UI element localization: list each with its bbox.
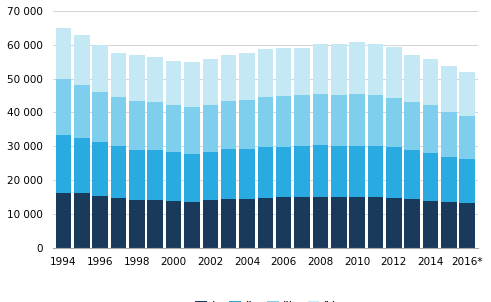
Bar (276, 96, 292, 146)
Bar (331, 44, 347, 95)
Bar (460, 116, 475, 159)
Bar (258, 97, 273, 147)
Bar (441, 66, 457, 112)
Bar (56, 193, 71, 248)
Bar (349, 94, 365, 146)
Bar (404, 55, 420, 102)
Bar (129, 101, 145, 149)
Bar (423, 153, 438, 201)
Bar (294, 146, 310, 197)
Bar (221, 55, 237, 101)
Bar (239, 100, 255, 149)
Bar (294, 197, 310, 248)
Bar (147, 200, 163, 248)
Bar (349, 146, 365, 197)
Bar (386, 147, 402, 198)
Bar (74, 85, 90, 138)
Bar (368, 95, 383, 146)
Bar (74, 138, 90, 193)
Bar (276, 146, 292, 197)
Bar (258, 198, 273, 248)
Bar (92, 92, 108, 143)
Bar (221, 149, 237, 199)
Bar (276, 48, 292, 96)
Bar (221, 199, 237, 248)
Bar (166, 201, 181, 248)
Bar (331, 197, 347, 248)
Bar (349, 197, 365, 248)
Bar (404, 150, 420, 199)
Bar (166, 105, 181, 152)
Bar (386, 47, 402, 98)
Bar (92, 143, 108, 196)
Bar (147, 57, 163, 102)
Bar (423, 201, 438, 248)
Bar (184, 154, 200, 202)
Bar (331, 95, 347, 146)
Bar (202, 59, 218, 104)
Bar (56, 135, 71, 193)
Bar (276, 197, 292, 248)
Bar (423, 105, 438, 153)
Bar (460, 203, 475, 248)
Bar (147, 102, 163, 150)
Bar (239, 53, 255, 100)
Bar (129, 55, 145, 101)
Bar (166, 61, 181, 105)
Bar (460, 72, 475, 116)
Bar (74, 35, 90, 85)
Bar (239, 149, 255, 199)
Bar (129, 149, 145, 200)
Bar (56, 79, 71, 135)
Bar (368, 146, 383, 197)
Bar (386, 198, 402, 248)
Bar (368, 197, 383, 248)
Bar (313, 94, 328, 145)
Bar (313, 197, 328, 248)
Bar (202, 152, 218, 200)
Bar (460, 159, 475, 203)
Bar (111, 198, 126, 248)
Bar (239, 199, 255, 248)
Bar (441, 202, 457, 248)
Bar (129, 200, 145, 248)
Bar (313, 145, 328, 197)
Bar (386, 98, 402, 147)
Bar (441, 157, 457, 202)
Bar (404, 102, 420, 150)
Bar (147, 150, 163, 200)
Bar (294, 48, 310, 95)
Bar (111, 97, 126, 146)
Bar (111, 53, 126, 97)
Bar (202, 200, 218, 248)
Bar (258, 147, 273, 198)
Bar (184, 62, 200, 107)
Bar (349, 42, 365, 94)
Bar (74, 193, 90, 248)
Bar (404, 199, 420, 248)
Bar (92, 196, 108, 248)
Bar (184, 202, 200, 248)
Bar (331, 146, 347, 197)
Bar (441, 112, 457, 157)
Bar (258, 49, 273, 97)
Bar (166, 152, 181, 201)
Bar (92, 45, 108, 92)
Bar (184, 107, 200, 154)
Bar (111, 146, 126, 198)
Legend: I, II, III, IV: I, II, III, IV (191, 295, 340, 302)
Bar (423, 59, 438, 105)
Bar (368, 44, 383, 95)
Bar (56, 28, 71, 79)
Bar (294, 95, 310, 146)
Bar (202, 104, 218, 152)
Bar (221, 101, 237, 149)
Bar (313, 44, 328, 94)
